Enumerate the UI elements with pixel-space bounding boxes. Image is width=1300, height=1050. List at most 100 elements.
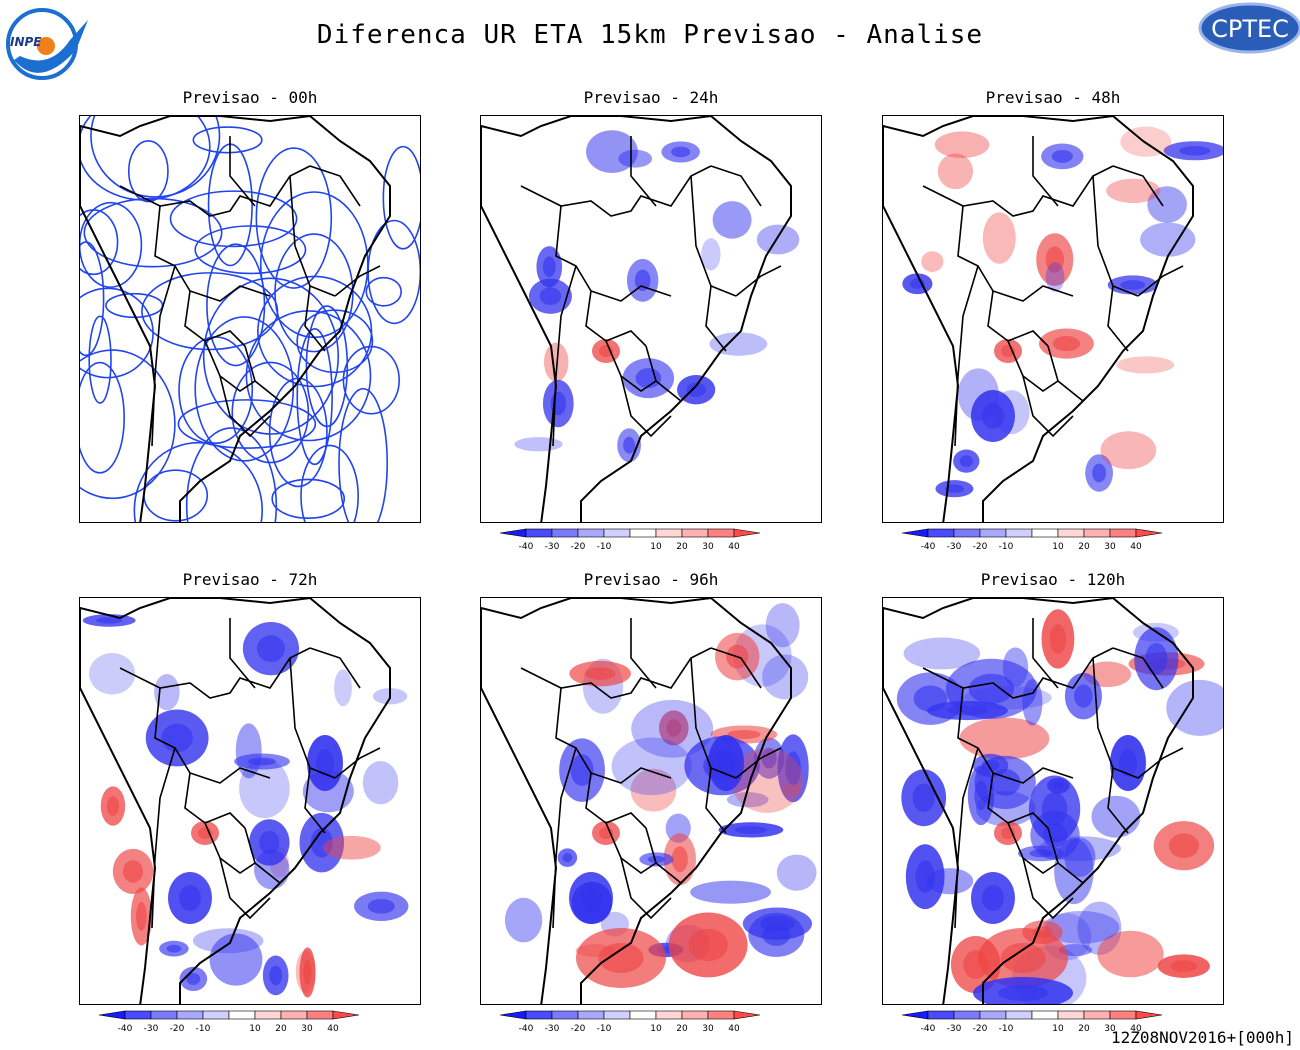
colorbar-swatch — [525, 528, 553, 538]
contour-line — [206, 243, 266, 367]
anomaly-blob — [934, 131, 990, 158]
colorbar-swatch — [525, 1010, 553, 1020]
country-border — [1022, 375, 1074, 438]
anomaly-blob — [544, 342, 569, 382]
country-border — [1047, 827, 1099, 885]
contour-line — [83, 197, 223, 268]
colorbar-arrow-high — [733, 528, 761, 538]
anomaly-blob — [611, 737, 692, 796]
colorbar-tick-label: 40 — [1130, 542, 1142, 552]
colorbar-swatch — [953, 1010, 981, 1020]
anomaly-core — [974, 780, 988, 811]
contour-line — [365, 276, 402, 307]
anomaly-core — [634, 269, 651, 292]
map-panel-120h — [882, 597, 1224, 1005]
anomaly-core — [959, 455, 973, 467]
anomaly-blob — [982, 212, 1016, 264]
colorbar-arrow-low — [901, 528, 929, 538]
anomaly-blob — [295, 950, 316, 993]
anomaly-core — [762, 923, 791, 946]
contour-line — [296, 327, 333, 466]
colorbar-swatch — [176, 1010, 204, 1020]
anomaly-core — [989, 769, 1021, 796]
anomaly-core — [106, 796, 120, 816]
colorbar-arrow-low — [98, 1010, 126, 1020]
anomaly-core — [982, 885, 1004, 911]
anomaly-blob — [618, 149, 653, 168]
anomaly-blob — [726, 792, 769, 808]
anomaly-core — [912, 783, 935, 812]
map-panel-96h — [480, 597, 822, 1005]
colorbar-swatch — [629, 528, 657, 538]
anomaly-blob — [903, 637, 981, 670]
coastline — [883, 598, 1194, 1004]
anomaly-core — [598, 943, 644, 973]
colorbar-swatch — [1109, 528, 1137, 538]
anomaly-core — [717, 749, 735, 777]
anomaly-core — [179, 885, 201, 911]
colorbar-tick-label: 10 — [249, 1024, 261, 1034]
anomaly-core — [1052, 781, 1064, 790]
colorbar-swatch — [150, 1010, 178, 1020]
anomaly-blob — [762, 654, 809, 700]
anomaly-core — [1052, 336, 1081, 352]
page-title: Diferenca UR ETA 15km Previsao - Analise — [316, 20, 984, 50]
colorbar-tick-label: 10 — [650, 542, 662, 552]
country-border — [334, 747, 381, 779]
anomaly-core — [1092, 463, 1107, 483]
colorbar-120h: -40 -30 -20 -10 10 20 30 40 — [901, 1010, 1163, 1034]
anomaly-blob — [921, 251, 944, 272]
anomaly-core — [570, 754, 594, 786]
anomaly-blob — [1100, 431, 1157, 470]
country-border — [309, 647, 361, 689]
country-border — [520, 647, 712, 699]
colorbar-swatch — [1083, 528, 1111, 538]
colorbar-tick-label: -20 — [571, 542, 586, 552]
anomaly-blob — [709, 332, 768, 356]
colorbar-swatch — [1005, 1010, 1033, 1020]
anomaly-core — [1049, 624, 1067, 654]
colorbar-tick-label: 20 — [676, 542, 688, 552]
contour-line — [271, 478, 346, 519]
colorbar-swatch — [979, 528, 1007, 538]
country-border — [244, 345, 296, 403]
country-border — [520, 165, 712, 217]
anomaly-core — [1000, 943, 1046, 973]
contour-line — [141, 272, 279, 351]
contour-line — [80, 361, 125, 474]
anomaly-core — [542, 256, 556, 278]
contour-line — [300, 444, 359, 522]
colorbar-tick-label: -40 — [118, 1024, 133, 1034]
colorbar-tick-label: 40 — [728, 542, 740, 552]
country-border — [630, 618, 657, 689]
country-border — [705, 767, 727, 834]
colorbar-swatch — [681, 528, 709, 538]
anomaly-blob — [1116, 356, 1175, 374]
country-border — [552, 747, 577, 929]
country-border — [1112, 647, 1164, 689]
anomaly-core — [310, 827, 333, 858]
anomaly-core — [688, 928, 728, 962]
country-border — [735, 747, 782, 779]
colorbar-tick-label: -20 — [973, 1024, 988, 1034]
colorbar-swatch — [927, 1010, 955, 1020]
colorbar-tick-label: 30 — [702, 542, 714, 552]
colorbar-arrow-high — [1135, 1010, 1163, 1020]
colorbar-arrow-low — [901, 1010, 929, 1020]
anomaly-blob — [756, 224, 800, 255]
country-border — [552, 265, 577, 447]
colorbar-swatch — [1031, 528, 1059, 538]
anomaly-core — [944, 484, 964, 493]
colorbar-tick-label: -30 — [545, 1024, 560, 1034]
anomaly-core — [947, 705, 988, 716]
colorbar-arrow-high — [332, 1010, 360, 1020]
country-border — [309, 165, 361, 207]
colorbar-swatch — [1031, 1010, 1059, 1020]
country-border — [620, 375, 672, 438]
colorbar-tick-label: 20 — [275, 1024, 287, 1034]
colorbar-swatch — [1057, 528, 1085, 538]
colorbar-tick-label: -20 — [170, 1024, 185, 1034]
anomaly-core — [671, 846, 688, 873]
anomaly-blob — [701, 238, 721, 271]
contour-line — [80, 116, 211, 201]
